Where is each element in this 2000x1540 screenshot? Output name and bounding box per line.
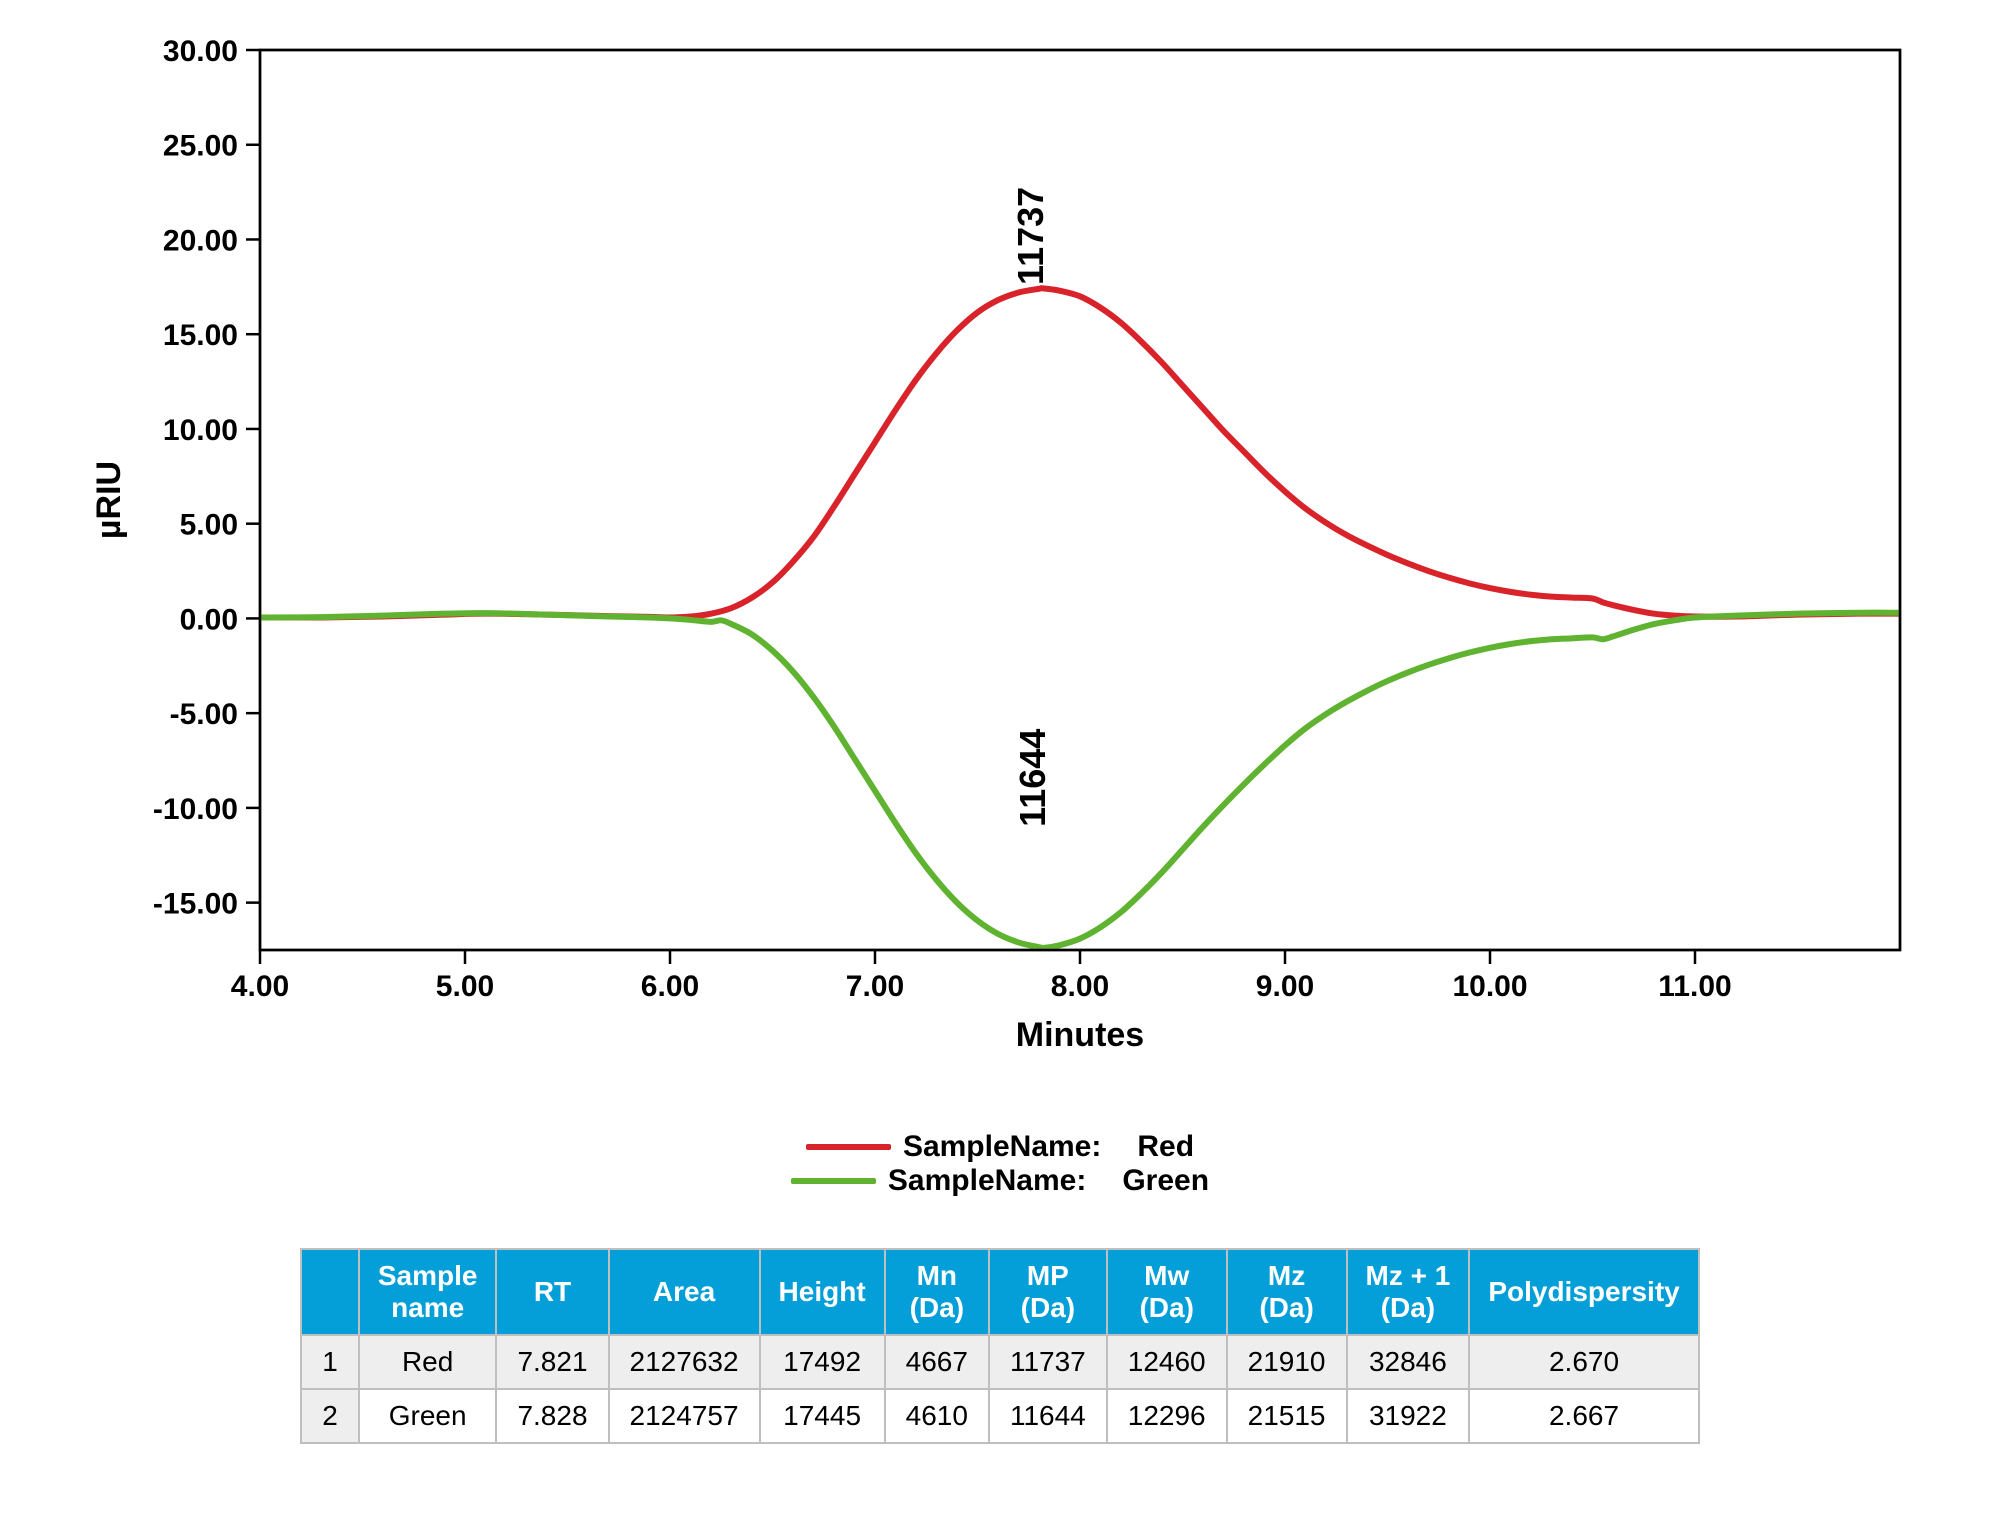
svg-text:20.00: 20.00 [163,224,238,257]
table-header-cell: MP(Da) [989,1249,1107,1335]
svg-text:11737: 11737 [1010,187,1051,285]
svg-text:10.00: 10.00 [1452,970,1527,1003]
table-header-cell: Polydispersity [1469,1249,1698,1335]
table-cell: 21515 [1227,1389,1347,1443]
table-cell: 12296 [1107,1389,1227,1443]
table-cell: 7.828 [496,1389,608,1443]
table-header-cell: Samplename [359,1249,497,1335]
legend-prefix: SampleName: [903,1130,1101,1164]
table-header-cell: Area [609,1249,760,1335]
table-cell: 2.670 [1469,1335,1698,1389]
legend-row-green: SampleName: Green [20,1164,1980,1198]
results-table: SamplenameRTAreaHeightMn(Da)MP(Da)Mw(Da)… [300,1248,1699,1444]
table-header-cell [301,1249,359,1335]
table-header-cell: RT [496,1249,608,1335]
svg-text:0.00: 0.00 [180,603,238,636]
table-cell: 21910 [1227,1335,1347,1389]
table-body: 1Red7.8212127632174924667117371246021910… [301,1335,1698,1443]
table-header-cell: Height [760,1249,885,1335]
svg-text:10.00: 10.00 [163,414,238,447]
table-cell: 11644 [989,1389,1107,1443]
figure-container: -15.00-10.00-5.000.005.0010.0015.0020.00… [20,20,1980,1444]
legend-swatch-red [806,1144,891,1150]
svg-text:5.00: 5.00 [436,970,494,1003]
table-cell: 1 [301,1335,359,1389]
table-header-cell: Mw(Da) [1107,1249,1227,1335]
table-row: 1Red7.8212127632174924667117371246021910… [301,1335,1698,1389]
svg-text:11644: 11644 [1012,729,1053,827]
legend-value: Green [1122,1164,1209,1198]
chart-svg: -15.00 -10.00 -5.00 0.00 5.00 10.00 15.00 20.00… [60,20,1940,1120]
svg-text:-15.00: -15.00 [153,888,238,921]
table-row: 2Green7.82821247571744546101164412296215… [301,1389,1698,1443]
legend: SampleName: Red SampleName: Green [20,1130,1980,1198]
table-cell: 4667 [885,1335,989,1389]
svg-text:-10.00: -10.00 [153,793,238,826]
svg-text:4.00: 4.00 [231,970,289,1003]
table-cell: 17492 [760,1335,885,1389]
table-header-cell: Mn(Da) [885,1249,989,1335]
legend-swatch-green [791,1178,876,1184]
svg-text:Minutes: Minutes [1016,1016,1144,1054]
svg-text:9.00: 9.00 [1256,970,1314,1003]
table-header-cell: Mz + 1(Da) [1347,1249,1470,1335]
table-cell: 2.667 [1469,1389,1698,1443]
table-cell: 2127632 [609,1335,760,1389]
svg-text:-5.00: -5.00 [170,698,238,731]
table-cell: 12460 [1107,1335,1227,1389]
svg-text:11.00: 11.00 [1658,970,1731,1003]
table-cell: 31922 [1347,1389,1470,1443]
table-cell: 17445 [760,1389,885,1443]
svg-text:7.00: 7.00 [846,970,904,1003]
svg-text:6.00: 6.00 [641,970,699,1003]
table-cell: 7.821 [496,1335,608,1389]
table-cell: 32846 [1347,1335,1470,1389]
table-cell: 11737 [989,1335,1107,1389]
svg-text:8.00: 8.00 [1051,970,1109,1003]
table-cell: Green [359,1389,497,1443]
svg-text:5.00: 5.00 [180,509,238,542]
legend-prefix: SampleName: [888,1164,1086,1198]
svg-text:30.00: 30.00 [163,35,238,68]
table-header-cell: Mz(Da) [1227,1249,1347,1335]
chromatogram-chart: -15.00 -10.00 -5.00 0.00 5.00 10.00 15.00 20.00… [60,20,1940,1120]
legend-value: Red [1137,1130,1194,1164]
table-cell: 4610 [885,1389,989,1443]
svg-text:15.00: 15.00 [163,319,238,352]
svg-text:25.00: 25.00 [163,130,238,163]
table-cell: 2124757 [609,1389,760,1443]
svg-text:µRIU: µRIU [90,461,128,539]
legend-row-red: SampleName: Red [20,1130,1980,1164]
table-cell: Red [359,1335,497,1389]
table-header-row: SamplenameRTAreaHeightMn(Da)MP(Da)Mw(Da)… [301,1249,1698,1335]
table-cell: 2 [301,1389,359,1443]
